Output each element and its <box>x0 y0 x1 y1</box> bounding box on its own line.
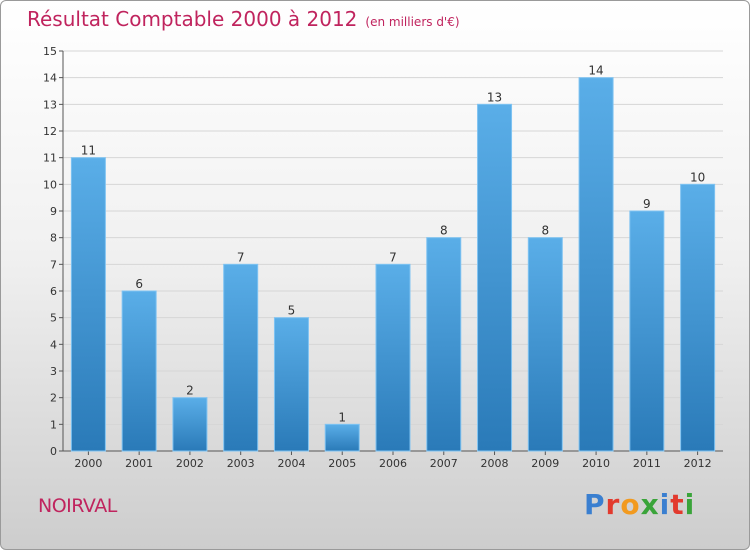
brand-letter: P <box>584 488 606 521</box>
y-tick-label: 14 <box>43 72 57 85</box>
bar-value-label: 6 <box>135 277 143 291</box>
y-tick-label: 6 <box>50 285 57 298</box>
bar-value-label: 9 <box>643 197 651 211</box>
x-tick-label: 2002 <box>176 457 204 470</box>
x-tick-label: 2001 <box>125 457 153 470</box>
brand-letter: t <box>670 488 685 521</box>
brand-letter: r <box>605 488 621 521</box>
bar-value-label: 10 <box>690 170 705 184</box>
bar <box>680 183 716 452</box>
brand-letter: o <box>620 488 641 521</box>
bar <box>273 317 309 452</box>
y-tick-label: 12 <box>43 125 57 138</box>
y-tick-label: 4 <box>50 338 57 351</box>
bar <box>375 263 411 452</box>
y-tick-label: 3 <box>50 365 57 378</box>
x-tick-label: 2007 <box>430 457 458 470</box>
x-tick-label: 2008 <box>481 457 509 470</box>
bar-value-label: 8 <box>440 224 448 238</box>
x-tick-label: 2003 <box>227 457 255 470</box>
x-tick-label: 2004 <box>277 457 305 470</box>
x-tick-label: 2006 <box>379 457 407 470</box>
brand-letter: i <box>659 488 671 521</box>
bar-value-label: 1 <box>338 410 346 424</box>
x-tick-label: 2010 <box>582 457 610 470</box>
bar <box>70 157 106 452</box>
bar <box>477 103 513 452</box>
bars <box>70 77 716 452</box>
bar-value-label: 2 <box>186 384 194 398</box>
bar <box>629 210 665 452</box>
y-tick-label: 0 <box>50 445 57 458</box>
bar-value-label: 14 <box>588 64 603 78</box>
y-tick-label: 11 <box>43 152 57 165</box>
bar-value-label: 13 <box>487 90 502 104</box>
bar <box>121 290 157 452</box>
x-tick-label: 2009 <box>531 457 559 470</box>
y-tick-label: 2 <box>50 392 57 405</box>
x-tick-label: 2012 <box>684 457 712 470</box>
bar <box>172 397 208 452</box>
y-tick-label: 9 <box>50 205 57 218</box>
x-tick-label: 2005 <box>328 457 356 470</box>
bar-value-label: 8 <box>541 224 549 238</box>
bar <box>426 237 462 452</box>
brand-letter: x <box>640 488 660 521</box>
brand-logo: Proxiti <box>584 488 695 521</box>
title-text: Résultat Comptable 2000 à 2012 <box>27 7 358 31</box>
bar <box>578 77 614 452</box>
chart-title: Résultat Comptable 2000 à 2012 (en millie… <box>27 7 460 31</box>
y-tick-label: 10 <box>43 178 57 191</box>
location-name: NOIRVAL <box>38 495 117 517</box>
x-tick-label: 2011 <box>633 457 661 470</box>
y-tick-label: 15 <box>43 45 57 58</box>
x-tick-labels: 2000 2001 2002 2003 2004 2005 2006 2007 2008 2009… <box>74 457 711 470</box>
y-tick-label: 7 <box>50 258 57 271</box>
bar <box>527 237 563 452</box>
x-tick-label: 2000 <box>74 457 102 470</box>
bar-value-label: 7 <box>237 250 245 264</box>
brand-letter: i <box>684 488 696 521</box>
y-tick-label: 13 <box>43 98 57 111</box>
bar <box>223 263 259 452</box>
bar-value-label: 11 <box>81 144 96 158</box>
bar <box>324 423 360 452</box>
bar-value-label: 7 <box>389 250 397 264</box>
bar-value-labels: 11 6 2 7 5 1 7 8 13 8 14 9 10 <box>81 64 706 425</box>
y-tick-label: 1 <box>50 418 57 431</box>
bar-value-label: 5 <box>288 304 296 318</box>
chart-subtitle: (en milliers d'€) <box>365 15 460 29</box>
y-tick-label: 8 <box>50 232 57 245</box>
y-tick-label: 5 <box>50 312 57 325</box>
